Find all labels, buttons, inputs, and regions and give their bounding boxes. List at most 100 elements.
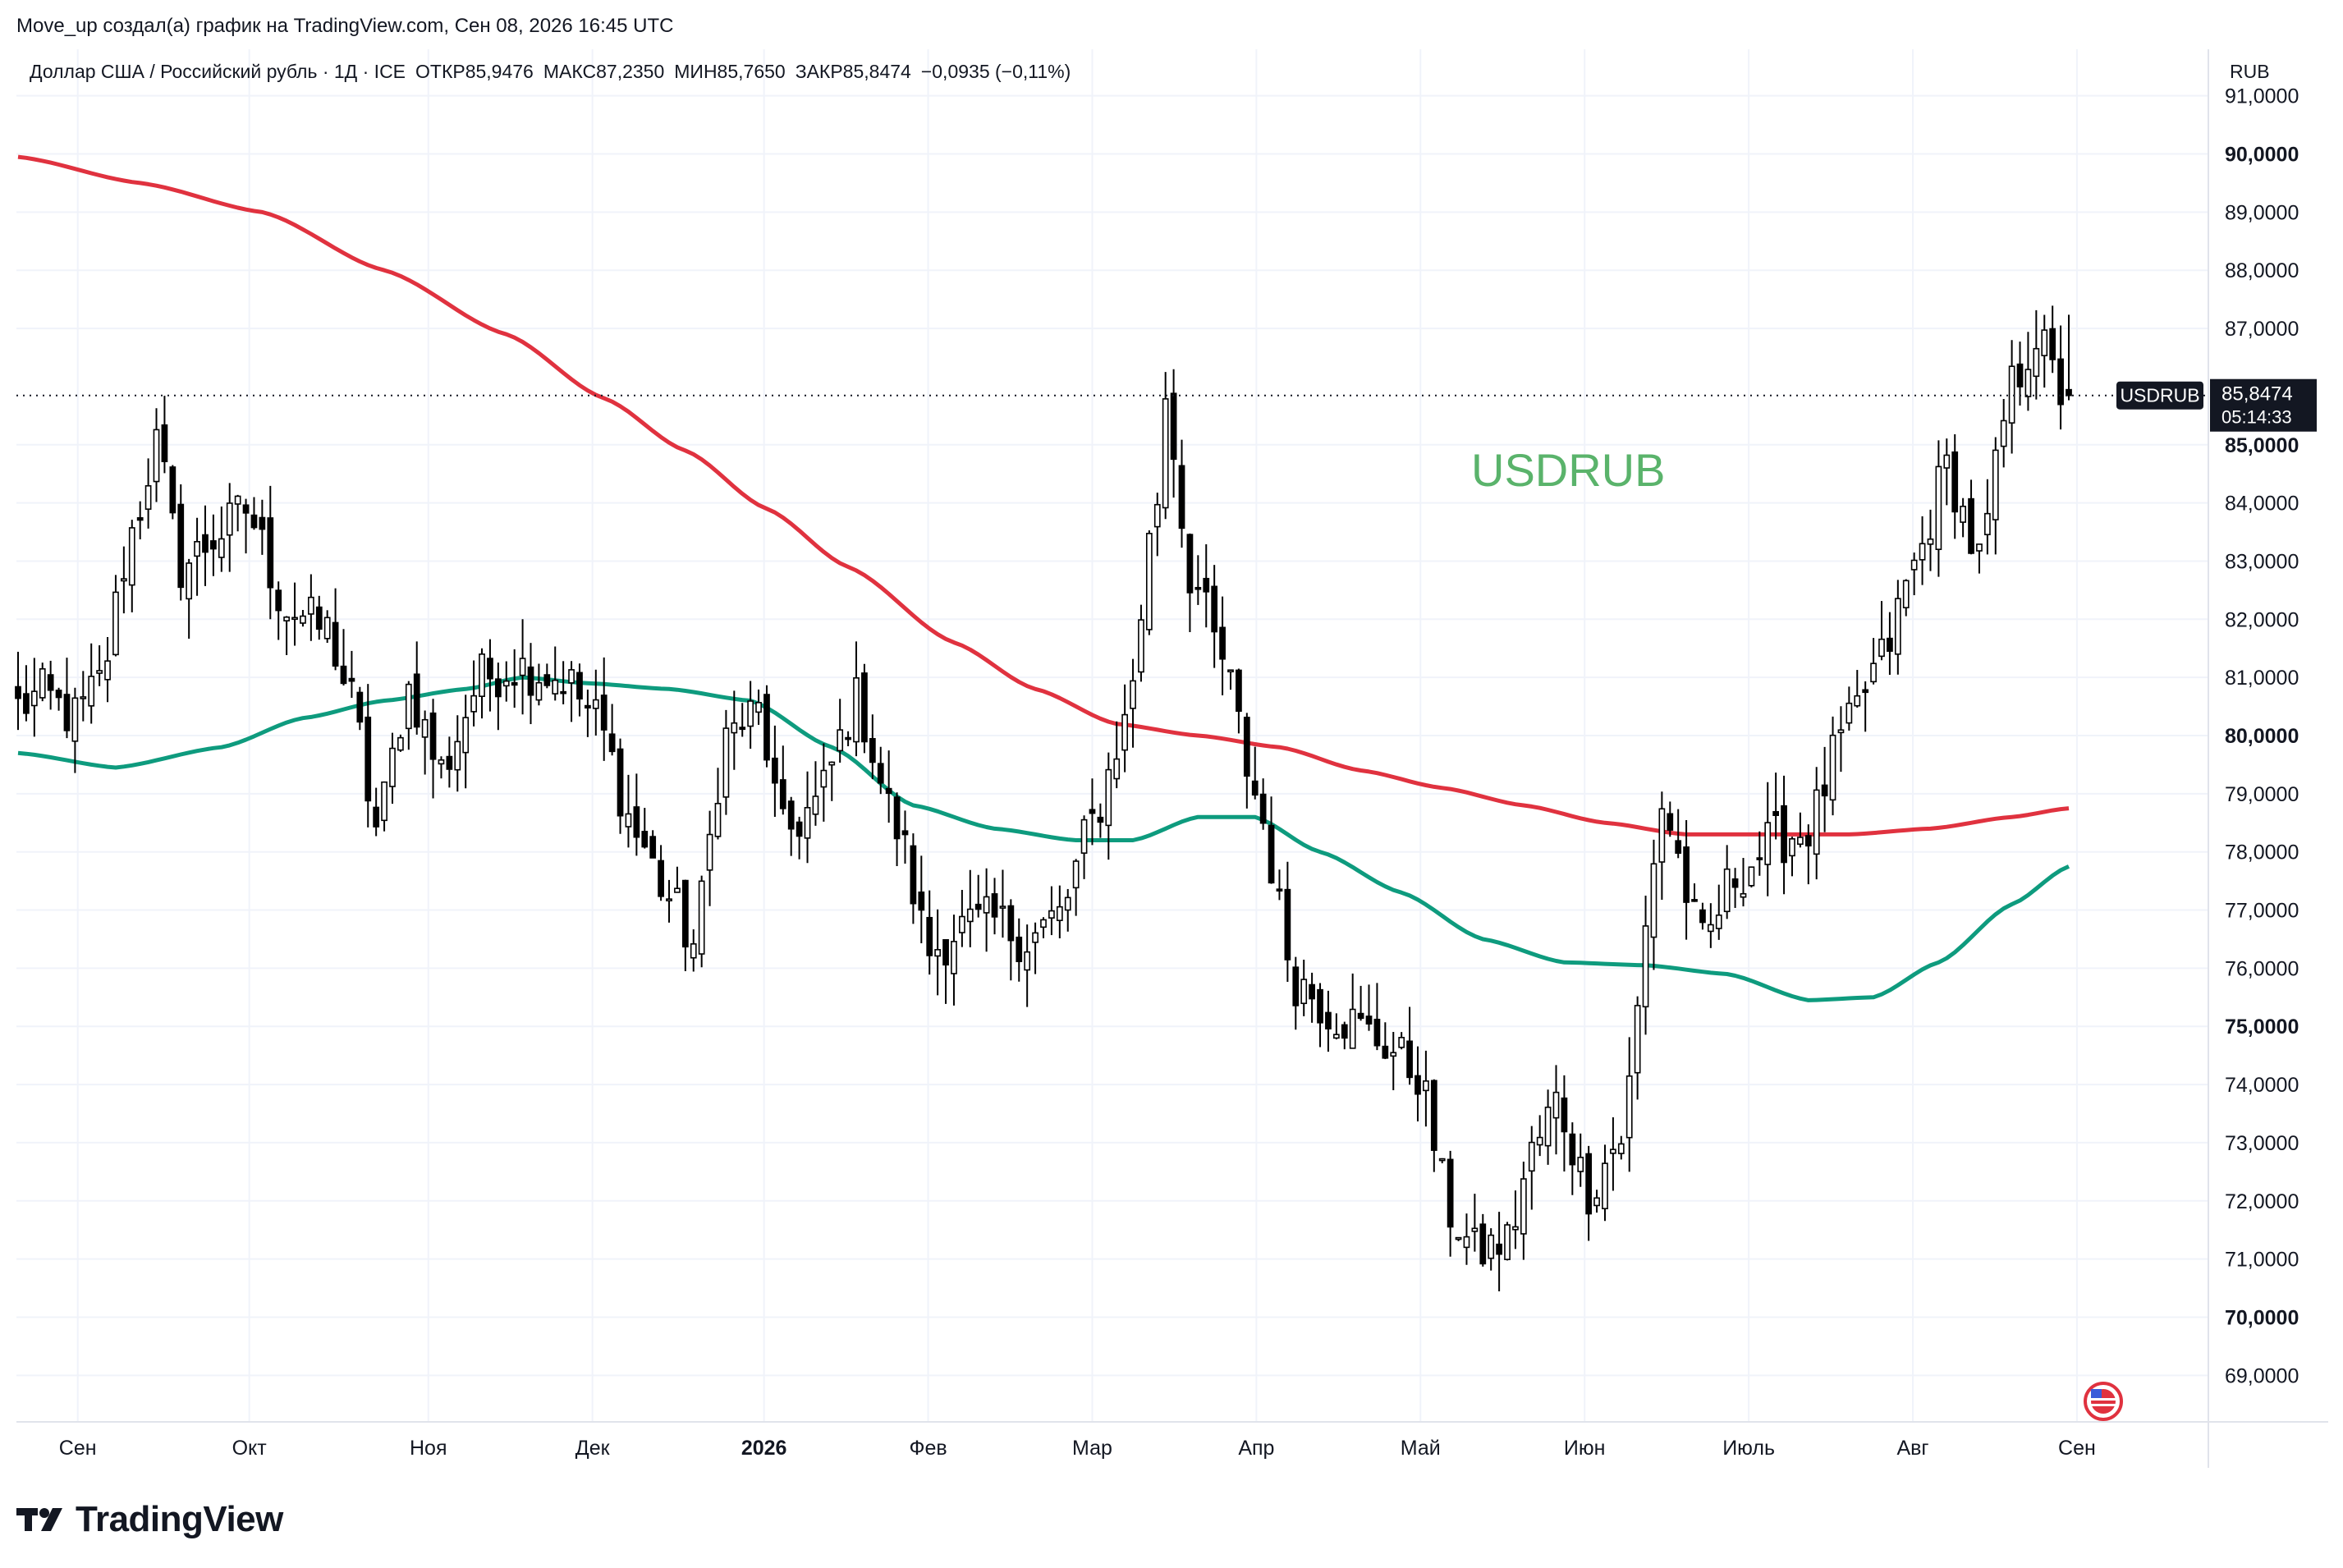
time-tick-label: Фев (909, 1437, 947, 1460)
symbol-description[interactable]: Доллар США / Российский рубль · 1Д · ICE (30, 61, 406, 82)
price-tick-label: 79,0000 (2225, 783, 2299, 806)
candle-body (690, 943, 697, 959)
candle-body (796, 821, 803, 837)
candle-body (365, 716, 372, 802)
candle-body (1292, 966, 1300, 1006)
candle-body (1398, 1037, 1405, 1048)
time-axis[interactable]: Сен Окт Ноя Дек 2026 Фев Мар Апр Май Июн Июль Авг Се… (59, 1437, 2096, 1460)
price-tick-label: 78,0000 (2225, 841, 2299, 864)
candle-body (2066, 388, 2072, 397)
candle-body (1325, 1011, 1332, 1029)
candle-body (1488, 1234, 1495, 1259)
candle-body (666, 898, 672, 901)
candle-body (658, 860, 664, 897)
tradingview-wordmark: TradingView (76, 1499, 283, 1539)
candle-body (837, 729, 844, 752)
candle-body (1544, 1106, 1552, 1147)
candle-body (1007, 905, 1015, 942)
candle-body (763, 694, 770, 761)
candle-body (983, 896, 990, 914)
candle-body (1194, 586, 1202, 590)
candle-body (1772, 810, 1780, 816)
candle-body (80, 696, 87, 699)
candle-body (397, 736, 404, 751)
candle-body (1153, 503, 1161, 528)
candle-body (381, 781, 387, 822)
time-tick-label: Дек (575, 1437, 611, 1460)
candle-body (1032, 932, 1039, 943)
candle-body (1423, 1080, 1429, 1092)
symbol-watermark: USDRUB (1471, 444, 1666, 496)
candle-body (755, 702, 762, 713)
candle-body (421, 718, 429, 738)
candle-body (356, 691, 364, 723)
candle-body (153, 429, 160, 483)
candle-body (934, 949, 942, 957)
candle-body (136, 516, 144, 521)
high-value: МАКС87,2350 (543, 61, 665, 82)
candle-body (560, 690, 567, 695)
price-axis[interactable]: 91,0000 90,0000 89,0000 88,0000 87,0000 85,00… (2225, 85, 2299, 1388)
price-tags: USDRUB 85,8474 05:14:33 (2116, 378, 2317, 432)
candle-body (405, 683, 412, 730)
tradingview-logo-icon (16, 1508, 62, 1531)
candle-body (1634, 1005, 1641, 1074)
candle-body (1145, 533, 1153, 630)
candle-body (39, 667, 46, 699)
candle-body (1968, 497, 1974, 554)
candle-body (1569, 1133, 1576, 1166)
candle-body (1170, 392, 1177, 461)
candle-body (15, 685, 21, 699)
candle-body (1625, 1075, 1633, 1139)
price-tick-label: 70,0000 (2225, 1306, 2299, 1329)
candle-body (348, 677, 355, 682)
price-tick-label: 85,0000 (2225, 434, 2299, 457)
candle-body (71, 697, 79, 742)
candle-body (1463, 1236, 1470, 1249)
candle-body (1251, 780, 1259, 796)
price-tick-label: 83,0000 (2225, 550, 2299, 573)
candle-body (1927, 538, 1934, 545)
candle-body (926, 916, 933, 956)
last-price-tag (2210, 378, 2317, 432)
price-tick-label: 71,0000 (2225, 1249, 2299, 1272)
candle-body (633, 806, 640, 838)
candle-body (1894, 598, 1901, 655)
candle-body (1300, 979, 1308, 1005)
candle-body (315, 606, 323, 630)
candle-body (918, 891, 925, 911)
candle-body (332, 621, 339, 667)
candle-body (1683, 846, 1690, 903)
candle-body (698, 880, 705, 955)
candle-body (1309, 983, 1315, 1000)
candle-body (1259, 793, 1267, 824)
candle-body (877, 763, 884, 784)
candle-body (438, 759, 445, 765)
candle-body (617, 748, 624, 817)
currency-label[interactable]: RUB (2230, 61, 2270, 82)
candle-body (487, 658, 493, 680)
candle-body (55, 690, 62, 699)
us-flag-icon[interactable] (2084, 1382, 2123, 1421)
price-tick-label: 69,0000 (2225, 1364, 2299, 1387)
candle-body (1390, 1052, 1397, 1057)
candle-body (585, 704, 591, 709)
time-tick-label: 2026 (741, 1437, 787, 1460)
candle-body (1341, 1024, 1348, 1039)
tradingview-logo[interactable]: TradingView (16, 1499, 283, 1540)
candle-body (1935, 465, 1942, 550)
candle-body (747, 700, 754, 727)
candle-body (1658, 808, 1666, 863)
candle-body (674, 887, 681, 893)
symbol-legend[interactable]: Доллар США / Российский рубль · 1Д · ICE… (30, 61, 1080, 83)
candle-body (828, 761, 836, 766)
candle-body (2049, 328, 2056, 360)
change-value: −0,0935 (−0,11%) (920, 61, 1071, 82)
chart-caption: Move_up создал(а) график на TradingView.… (16, 15, 674, 37)
price-tick-label: 88,0000 (2225, 259, 2299, 282)
candle-body (1731, 878, 1739, 888)
candle-body (853, 677, 860, 743)
candle-body (340, 665, 347, 685)
candle-body (1610, 1148, 1616, 1154)
